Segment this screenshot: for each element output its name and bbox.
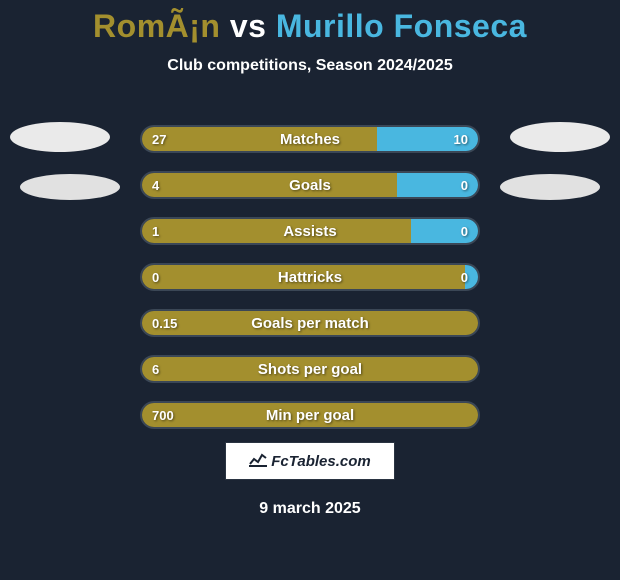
- logo-text: FcTables.com: [271, 453, 370, 470]
- player2-badge-ellipse-top: [510, 122, 610, 152]
- player1-badge-ellipse-top: [10, 122, 110, 152]
- stat-bar-row: 00Hattricks: [140, 263, 480, 291]
- stat-bar-row: 0.15Goals per match: [140, 309, 480, 337]
- stat-bar-left-fill: [142, 173, 397, 197]
- title-player2: Murillo Fonseca: [276, 8, 527, 44]
- stat-bar-row: 10Assists: [140, 217, 480, 245]
- stat-bar-right-fill: [411, 219, 478, 243]
- stat-bar-right-fill: [465, 265, 478, 289]
- stat-bar-right-fill: [377, 127, 478, 151]
- stats-bars: 2710Matches 40Goals 10Assists 00Hattricks 0.…: [140, 125, 480, 447]
- page-title: RomÃ¡n vs Murillo Fonseca: [0, 0, 620, 45]
- stat-bar-row: 2710Matches: [140, 125, 480, 153]
- stat-bar-left-fill: [142, 127, 377, 151]
- stat-bar-left-fill: [142, 219, 411, 243]
- player1-badge-ellipse-bottom: [20, 174, 120, 200]
- stat-bar-left-fill: [142, 403, 478, 427]
- stat-bar-right-fill: [397, 173, 478, 197]
- player2-badge-ellipse-bottom: [500, 174, 600, 200]
- stat-bar-row: 700Min per goal: [140, 401, 480, 429]
- stat-bar-left-fill: [142, 311, 478, 335]
- title-vs: vs: [230, 8, 267, 44]
- stat-bar-row: 40Goals: [140, 171, 480, 199]
- subtitle: Club competitions, Season 2024/2025: [0, 57, 620, 75]
- chart-icon: [249, 451, 267, 472]
- stat-bar-row: 6Shots per goal: [140, 355, 480, 383]
- footer-date: 9 march 2025: [0, 500, 620, 518]
- stat-bar-left-fill: [142, 357, 478, 381]
- stat-bar-left-fill: [142, 265, 465, 289]
- fctables-logo: FcTables.com: [225, 442, 395, 480]
- title-player1: RomÃ¡n: [93, 8, 220, 44]
